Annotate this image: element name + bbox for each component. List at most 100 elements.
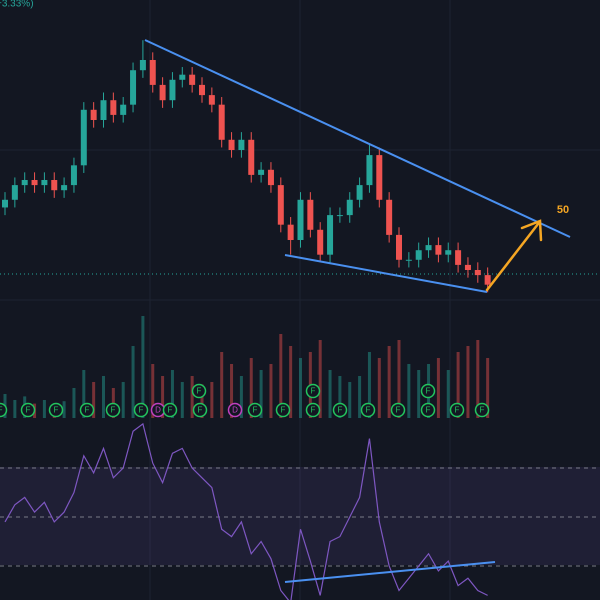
event-marker [105,402,121,418]
event-marker [332,402,348,418]
volume-bar [328,370,332,418]
volume-bar [82,370,86,418]
candle-body [179,74,186,80]
event-marker [133,402,149,418]
volume-bar [259,370,263,418]
event-marker [305,402,321,418]
event-label: F [198,406,203,415]
volume-bar [180,382,184,418]
volume-bar [299,358,302,418]
event-label: F [26,406,31,415]
candle-body [199,84,205,96]
candle-body [366,155,373,186]
candle-body [31,180,38,186]
candle-body [346,199,353,216]
event-label: F [139,406,144,415]
upper-trendline [144,39,571,238]
candle-body [90,109,97,120]
candle-body [327,215,334,255]
candle-body [189,74,196,85]
candle-body [435,245,442,255]
candle-body [100,100,107,120]
volume-bar [338,376,342,418]
volume-bar [13,400,17,418]
candle-body [405,259,412,261]
volume-bar [170,370,174,418]
volume-bar [102,376,105,418]
target-arrow [485,219,543,292]
candle-body [159,84,166,101]
event-label: D [155,406,161,415]
volume-bar [72,388,76,418]
rsi-trendline [284,561,496,583]
volume-bar [367,352,371,418]
volume-bar [42,400,46,418]
event-label: F [253,406,258,415]
event-label: D [232,406,238,415]
event-marker [275,402,291,418]
event-marker [360,402,376,418]
volume-bar [358,376,362,418]
event-label: F [396,406,401,415]
volume-bar [318,340,322,418]
event-marker [191,383,207,399]
event-label: F [311,406,316,415]
volume-bar [289,346,293,418]
candle-body [376,155,383,200]
event-marker [474,402,490,418]
volume-bar [190,376,194,418]
candle-body [307,199,314,230]
event-label: F [311,387,316,396]
volume-bar [279,334,283,418]
volume-bar [161,376,165,418]
candle-body [41,180,48,186]
event-label: F [0,406,3,415]
event-label: F [455,406,460,415]
candle-body [169,79,176,101]
candle-body [80,109,87,166]
candle-body [455,250,462,265]
event-marker [247,402,263,418]
candle-body [277,185,284,225]
event-marker [48,402,64,418]
change-label: +3.33%) [0,0,34,10]
volume-bar [486,358,490,418]
candle-body [149,60,156,85]
event-marker [79,402,95,418]
candle-body [258,169,265,175]
event-marker [227,402,243,418]
candle-body [445,250,452,255]
volume-bar [249,358,253,418]
candle-body [396,234,402,260]
volume-bar [397,340,401,418]
volume-bar [466,346,470,418]
volume-bar [92,382,96,418]
volume-bar [417,370,421,418]
event-marker [162,402,178,418]
volume-bar [121,382,125,418]
candle-body [267,169,274,186]
candle-body [484,275,491,285]
event-marker [20,402,36,418]
volume-bar [407,364,411,418]
volume-bar [210,382,214,418]
candle-body [70,165,77,186]
event-marker [420,402,436,418]
event-label: F [168,406,173,415]
layers: FFFFFFDFFDFFFFFFFFFFFF [0,40,600,600]
candle-body [297,199,304,240]
candle-body [474,270,481,276]
event-marker [192,402,208,418]
volume-bar [220,352,224,418]
candle-body [139,60,146,71]
candle-body [61,185,68,191]
candle-body [51,180,58,191]
candle-body [336,215,343,217]
volume-bar [446,370,450,418]
rsi-line [4,422,488,600]
event-marker [390,402,406,418]
volume-bar [141,316,145,418]
volume-bar [387,346,391,418]
